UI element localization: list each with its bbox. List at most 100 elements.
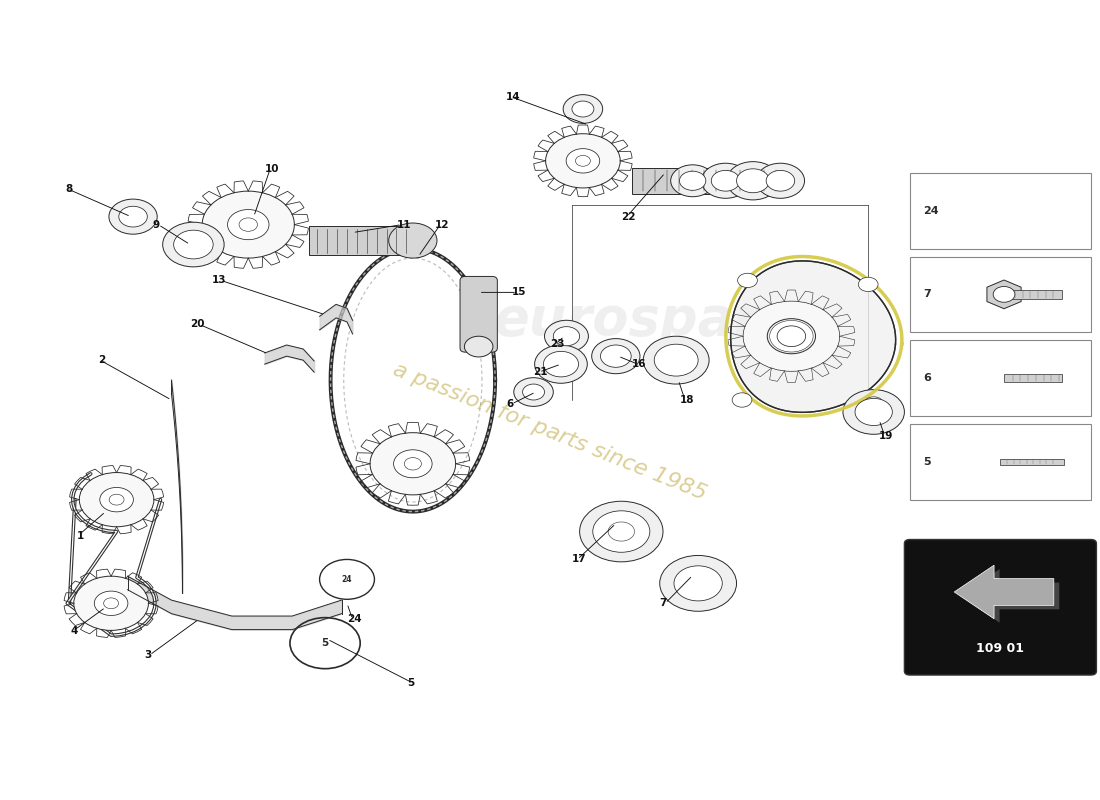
Circle shape: [522, 384, 544, 400]
Polygon shape: [954, 565, 1054, 618]
Text: 7: 7: [660, 598, 667, 608]
Circle shape: [543, 351, 579, 377]
Circle shape: [757, 163, 804, 198]
Text: 18: 18: [680, 395, 694, 405]
Text: 23: 23: [550, 339, 564, 349]
Circle shape: [733, 393, 752, 407]
Circle shape: [858, 278, 878, 291]
Circle shape: [514, 378, 553, 406]
Text: 14: 14: [506, 92, 520, 102]
Polygon shape: [730, 261, 895, 412]
Text: 11: 11: [396, 220, 411, 230]
Circle shape: [601, 345, 631, 367]
Circle shape: [597, 514, 646, 549]
Circle shape: [770, 321, 813, 352]
Circle shape: [843, 390, 904, 434]
Text: 1: 1: [76, 530, 84, 541]
Circle shape: [592, 338, 640, 374]
Circle shape: [464, 336, 493, 357]
Circle shape: [109, 199, 157, 234]
FancyBboxPatch shape: [910, 173, 1091, 249]
Circle shape: [712, 170, 740, 191]
Circle shape: [394, 450, 432, 478]
FancyBboxPatch shape: [460, 277, 497, 352]
Circle shape: [680, 171, 706, 190]
Circle shape: [855, 398, 892, 426]
Text: 5: 5: [923, 457, 931, 466]
Circle shape: [744, 301, 839, 371]
Polygon shape: [987, 280, 1021, 309]
Circle shape: [654, 344, 698, 376]
Circle shape: [767, 170, 794, 191]
Circle shape: [95, 591, 128, 615]
Text: 20: 20: [190, 319, 205, 330]
Text: eurospares: eurospares: [493, 294, 826, 346]
Circle shape: [553, 326, 580, 346]
Text: 24: 24: [923, 206, 938, 216]
Circle shape: [566, 149, 600, 173]
Circle shape: [608, 522, 635, 541]
FancyBboxPatch shape: [1000, 458, 1064, 465]
Text: 6: 6: [923, 373, 931, 383]
FancyBboxPatch shape: [910, 424, 1091, 500]
Text: 13: 13: [212, 275, 227, 286]
Text: 10: 10: [265, 164, 279, 174]
Circle shape: [738, 274, 758, 287]
Circle shape: [163, 222, 224, 267]
FancyBboxPatch shape: [910, 340, 1091, 416]
Circle shape: [174, 230, 213, 259]
Circle shape: [563, 94, 603, 123]
Circle shape: [777, 326, 805, 346]
Circle shape: [767, 318, 815, 354]
Text: 9: 9: [153, 220, 159, 230]
Text: 24: 24: [346, 614, 362, 624]
Circle shape: [202, 191, 295, 258]
FancyBboxPatch shape: [1004, 374, 1062, 382]
Circle shape: [992, 370, 1016, 387]
Circle shape: [370, 433, 455, 495]
Circle shape: [982, 362, 1026, 394]
Circle shape: [1027, 201, 1054, 220]
Circle shape: [79, 473, 154, 526]
Polygon shape: [959, 569, 1059, 622]
Text: 16: 16: [632, 359, 647, 369]
Text: 12: 12: [434, 220, 449, 230]
FancyBboxPatch shape: [910, 257, 1091, 332]
FancyBboxPatch shape: [1004, 290, 1062, 299]
Text: 4: 4: [70, 626, 78, 636]
Circle shape: [990, 454, 1010, 469]
Text: 22: 22: [621, 212, 636, 222]
FancyBboxPatch shape: [309, 226, 402, 255]
Text: 17: 17: [572, 554, 586, 565]
Circle shape: [74, 576, 148, 630]
Text: 6: 6: [506, 399, 514, 409]
Circle shape: [644, 336, 710, 384]
Circle shape: [388, 223, 437, 258]
Circle shape: [228, 210, 270, 240]
Text: 3: 3: [144, 650, 152, 660]
Text: 19: 19: [879, 431, 893, 441]
Circle shape: [660, 555, 737, 611]
Circle shape: [982, 448, 1019, 475]
Text: 7: 7: [923, 290, 931, 299]
Circle shape: [671, 165, 715, 197]
Text: 109 01: 109 01: [977, 642, 1024, 654]
FancyBboxPatch shape: [632, 168, 774, 194]
Circle shape: [580, 502, 663, 562]
Circle shape: [727, 162, 779, 200]
Circle shape: [535, 345, 587, 383]
Circle shape: [864, 397, 883, 411]
Text: a passion for parts since 1985: a passion for parts since 1985: [390, 360, 710, 504]
Text: 5: 5: [407, 678, 415, 688]
Text: 21: 21: [534, 367, 548, 377]
Circle shape: [593, 511, 650, 552]
Text: 24: 24: [342, 575, 352, 584]
Circle shape: [100, 487, 133, 512]
Text: 2: 2: [98, 355, 106, 365]
Circle shape: [572, 101, 594, 117]
Circle shape: [737, 169, 769, 193]
Circle shape: [1016, 193, 1065, 228]
Circle shape: [546, 134, 620, 188]
Circle shape: [544, 320, 588, 352]
Circle shape: [993, 286, 1015, 302]
